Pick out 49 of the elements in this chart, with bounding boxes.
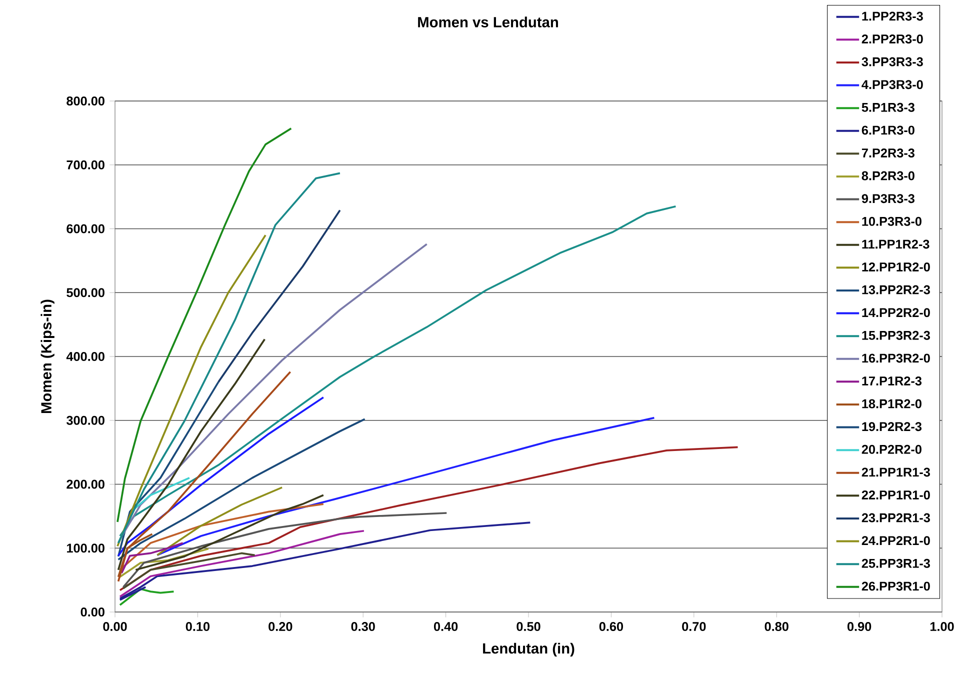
y-tick-label: 800.00 — [66, 96, 104, 106]
y-tick-label: 0.00 — [80, 608, 104, 616]
y-tick-label: 500.00 — [66, 288, 104, 298]
y-tick-label: 200.00 — [66, 480, 104, 489]
x-tick-label: 0.60 — [599, 622, 624, 632]
y-tick-label: 400.00 — [66, 352, 104, 361]
x-tick-label: 0.90 — [847, 622, 872, 632]
x-tick-label: 0.10 — [186, 622, 210, 632]
x-tick-label: 1.00 — [930, 622, 954, 632]
y-tick-label: 700.00 — [66, 160, 104, 170]
y-tick-label: 600.00 — [66, 224, 104, 234]
x-axis-title: Lendutan (in) — [483, 642, 574, 657]
legend-label: 13.PP2R2-3 — [862, 285, 930, 294]
legend-label: 22.PP1R1-0 — [862, 490, 930, 500]
legend-label: 23.PP2R1-3 — [862, 513, 930, 522]
x-tick-label: 0.00 — [103, 622, 127, 632]
y-tick-label: 300.00 — [66, 416, 104, 425]
x-tick-label: 0.50 — [516, 622, 540, 632]
chart-title: Momen vs Lendutan — [418, 16, 558, 28]
legend-label: 10.P3R3-0 — [862, 216, 922, 226]
legend-label: 5.P1R3-3 — [862, 102, 914, 112]
legend-label: 18.P1R2-0 — [862, 399, 922, 408]
legend-label: 16.PP3R2-0 — [862, 354, 930, 363]
legend-label: 3.PP3R3-3 — [862, 57, 923, 66]
y-axis-title: Momen (Kips-in) — [40, 300, 54, 413]
x-tick-label: 0.30 — [351, 622, 375, 632]
legend-label: 11.PP1R2-3 — [862, 240, 930, 249]
legend-label: 25.PP3R1-3 — [862, 558, 930, 568]
x-tick-label: 0.40 — [434, 622, 458, 632]
legend-label: 21.PP1R1-3 — [862, 468, 930, 477]
legend-label: 12.PP1R2-0 — [862, 262, 930, 272]
legend-label: 26.PP3R1-0 — [862, 582, 930, 591]
legend-label: 17.P1R2-3 — [862, 376, 922, 386]
x-tick-label: 0.80 — [764, 622, 788, 632]
legend-label: 19.P2R2-3 — [862, 422, 922, 432]
legend-label: 1.PP2R3-3 — [862, 12, 923, 21]
legend-label: 24.PP2R1-0 — [862, 536, 930, 546]
legend-label: 7.P2R3-3 — [862, 148, 914, 158]
legend-label: 9.P3R3-3 — [862, 194, 914, 204]
legend-label: 15.PP3R2-3 — [862, 330, 930, 340]
x-tick-label: 0.20 — [268, 622, 292, 632]
legend-label: 14.PP2R2-0 — [862, 308, 930, 318]
legend-label: 2.PP2R3-0 — [862, 34, 923, 44]
legend-label: 20.P2R2-0 — [862, 444, 922, 454]
legend-label: 8.P2R3-0 — [862, 171, 914, 180]
x-tick-label: 0.70 — [682, 622, 706, 632]
legend-label: 4.PP3R3-0 — [862, 80, 923, 90]
y-tick-label: 100.00 — [67, 544, 104, 553]
legend-label: 6.P1R3-0 — [862, 126, 914, 135]
